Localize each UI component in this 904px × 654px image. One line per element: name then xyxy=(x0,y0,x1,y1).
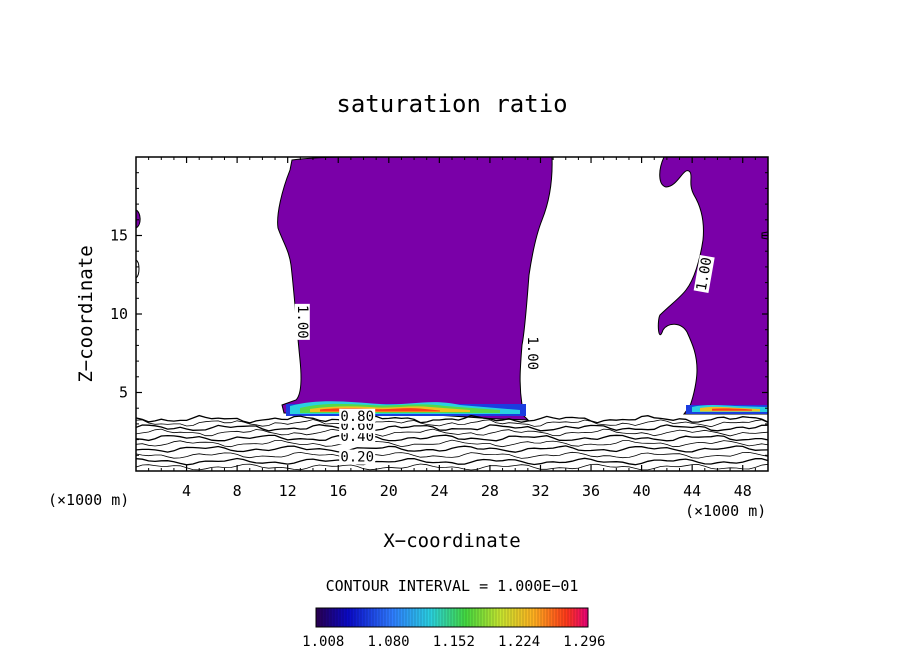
x-tick-label: 8 xyxy=(233,482,242,500)
colorbar-stripes xyxy=(318,608,587,627)
contour-line xyxy=(136,414,768,424)
contour-label-bg xyxy=(339,449,376,465)
contour-line xyxy=(136,439,768,448)
contour-interval-label: CONTOUR INTERVAL = 1.000E−01 xyxy=(326,577,579,595)
contour-line xyxy=(136,434,768,442)
contour-labels: 0.200.400.600.801.001.001.00 xyxy=(294,254,716,466)
contour-label: 1.00 xyxy=(524,336,540,370)
contour-label-bg xyxy=(693,254,715,293)
chart-title: saturation ratio xyxy=(336,90,567,118)
x-tick-label: 4 xyxy=(182,482,191,500)
x-unit-left: (×1000 m) xyxy=(48,491,129,509)
x-tick-label: 32 xyxy=(531,482,549,500)
x-unit-right: (×1000 m) xyxy=(685,502,766,520)
contour-line xyxy=(136,451,768,459)
x-tick-label: 20 xyxy=(380,482,398,500)
colorbar-tick-labels: 1.008 1.080 1.152 1.224 1.296 xyxy=(302,634,605,650)
plot-area xyxy=(136,157,768,471)
contour-label: 0.80 xyxy=(340,409,374,425)
contour-label-bg xyxy=(339,408,376,424)
colorbar-tick-label: 1.152 xyxy=(433,634,475,650)
contour-edge-left xyxy=(136,259,140,279)
contour-line xyxy=(136,419,768,428)
contour-label: 0.20 xyxy=(340,450,374,466)
y-tick-label: 5 xyxy=(119,384,128,402)
x-axis-ticks: 4 8 12 16 20 24 28 32 36 40 44 48 xyxy=(148,157,756,500)
colorbar-tick-label: 1.224 xyxy=(498,634,540,650)
contour-label: 1.00 xyxy=(694,256,716,292)
x-axis-label: X−coordinate xyxy=(383,530,520,552)
x-tick-label: 40 xyxy=(633,482,651,500)
contour-label-bg xyxy=(294,303,310,340)
colorbar-tick-label: 1.008 xyxy=(302,634,344,650)
x-tick-label: 48 xyxy=(734,482,752,500)
contour-line xyxy=(136,457,768,466)
colorbar xyxy=(315,607,589,628)
supersaturated-column-central xyxy=(277,157,553,421)
contour-line xyxy=(136,463,768,471)
x-tick-label: 36 xyxy=(582,482,600,500)
x-tick-label: 44 xyxy=(683,482,701,500)
contour-line xyxy=(136,445,768,453)
y-axis-ticks: 5 10 15 xyxy=(110,172,768,456)
supersaturated-column-right xyxy=(657,157,768,415)
contour-line xyxy=(136,424,768,432)
colorbar-tick-label: 1.080 xyxy=(367,634,409,650)
contour-label-bg xyxy=(524,335,540,372)
colorbar-tick-label: 1.296 xyxy=(563,634,605,650)
x-tick-label: 24 xyxy=(430,482,448,500)
contour-line xyxy=(136,428,768,437)
contour-label: 1.00 xyxy=(294,305,310,339)
x-tick-label: 12 xyxy=(279,482,297,500)
y-tick-label: 15 xyxy=(110,227,128,245)
x-tick-label: 16 xyxy=(329,482,347,500)
y-axis-label: Z−coordinate xyxy=(75,245,97,382)
x-tick-label: 28 xyxy=(481,482,499,500)
contour-lines xyxy=(136,414,768,471)
y-tick-label: 10 xyxy=(110,305,128,323)
